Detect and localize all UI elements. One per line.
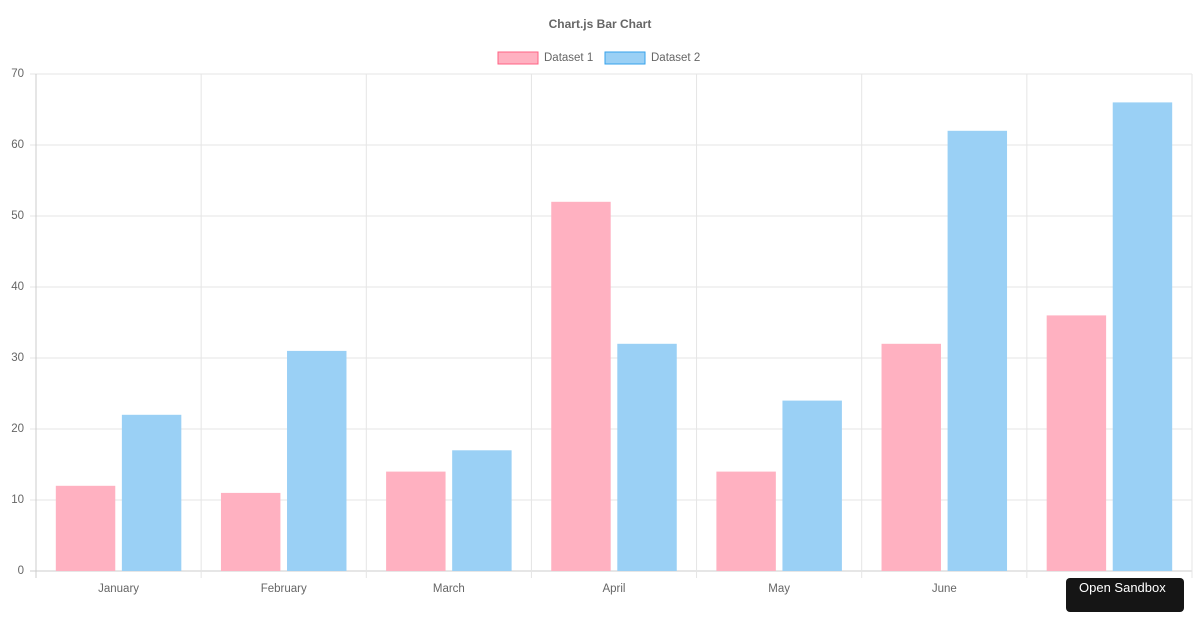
- x-tick-label: April: [602, 583, 625, 595]
- bar: [716, 471, 776, 571]
- bar: [782, 400, 842, 571]
- x-tick-label: February: [261, 583, 307, 595]
- bar: [1046, 315, 1107, 571]
- y-tick-label: 30: [11, 352, 24, 364]
- bar: [220, 492, 281, 571]
- x-tick-label: January: [98, 583, 139, 595]
- legend-swatch: [497, 51, 539, 65]
- bar: [617, 343, 677, 571]
- legend-label: Dataset 2: [651, 52, 700, 64]
- y-tick-label: 70: [11, 68, 24, 80]
- y-tick-label: 20: [11, 423, 24, 435]
- bar: [947, 130, 1008, 572]
- bar: [452, 450, 512, 571]
- y-tick-label: 60: [11, 139, 24, 151]
- bar: [386, 471, 446, 571]
- y-tick-label: 40: [11, 281, 24, 293]
- bar: [551, 201, 611, 572]
- legend-swatch: [604, 51, 646, 65]
- open-sandbox-button[interactable]: Open Sandbox: [1066, 578, 1184, 612]
- bar: [121, 414, 182, 571]
- chart-title: Chart.js Bar Chart: [549, 17, 652, 31]
- bar: [881, 343, 941, 571]
- bar: [55, 485, 116, 571]
- legend-label: Dataset 1: [544, 52, 593, 64]
- bar: [287, 350, 347, 571]
- x-tick-label: March: [433, 583, 465, 595]
- bar: [1112, 102, 1173, 572]
- x-tick-label: May: [768, 583, 790, 595]
- y-tick-label: 10: [11, 494, 24, 506]
- y-tick-label: 50: [11, 210, 24, 222]
- x-tick-label: June: [932, 583, 957, 595]
- y-tick-label: 0: [18, 565, 24, 577]
